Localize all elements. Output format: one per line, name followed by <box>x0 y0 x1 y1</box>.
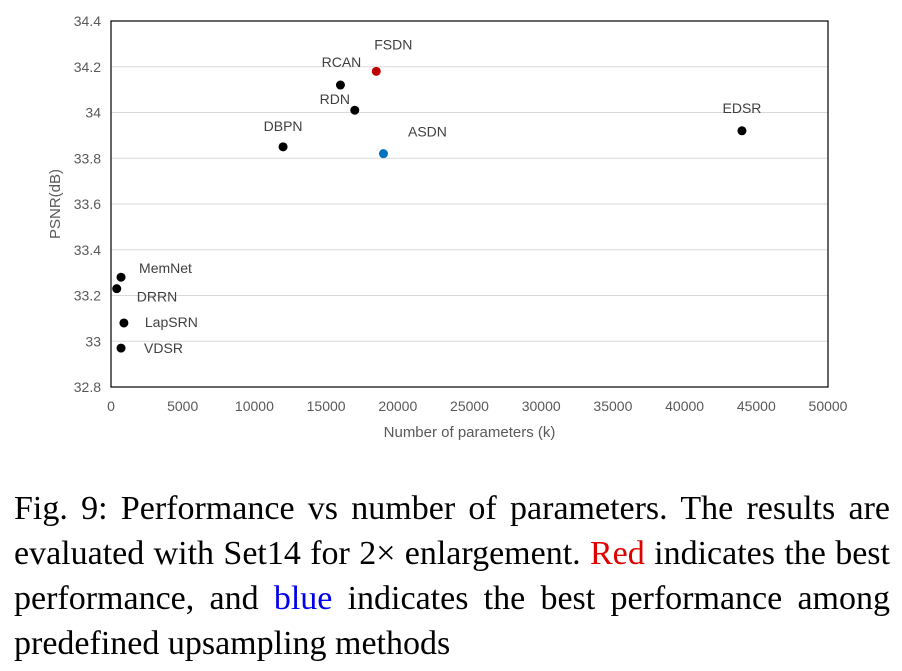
caption-part-1: Fig. 9: Performance vs number of paramet… <box>14 490 890 572</box>
y-tick-labels: 32.8 33 33.2 33.4 33.6 33.8 34 34.2 34.4 <box>74 13 101 395</box>
caption-red-word: Red <box>590 535 645 572</box>
plot-frame <box>110 20 829 388</box>
y-tick-label: 33.8 <box>74 150 101 166</box>
x-tick-label: 0 <box>107 398 115 414</box>
data-label: EDSR <box>723 100 762 116</box>
x-tick-label: 15000 <box>307 398 346 414</box>
x-tick-labels: 0 5000 10000 15000 20000 25000 30000 35000 40000… <box>107 398 848 414</box>
y-tick-label: 33.4 <box>74 242 101 258</box>
x-tick-label: 50000 <box>809 398 848 414</box>
figure-caption: Fig. 9: Performance vs number of paramet… <box>14 486 890 666</box>
x-tick-label: 35000 <box>593 398 632 414</box>
data-label: RDN <box>320 91 350 107</box>
x-tick-label: 25000 <box>450 398 489 414</box>
data-label: RCAN <box>322 54 362 70</box>
data-label: DBPN <box>264 118 303 134</box>
data-label: VDSR <box>144 340 183 356</box>
x-tick-label: 45000 <box>737 398 776 414</box>
caption-part-3: indicates the best performance among pre… <box>14 580 890 662</box>
data-point <box>278 142 288 152</box>
data-label: FSDN <box>374 36 412 52</box>
data-point <box>737 126 747 136</box>
y-tick-label: 34.2 <box>74 59 101 75</box>
data-label: DRRN <box>137 289 177 305</box>
x-tick-label: 10000 <box>235 398 274 414</box>
data-point <box>378 149 388 159</box>
point-labels: FSDN RCAN RDN DBPN ASDN EDSR MemNet DRRN LapSRN V… <box>137 36 762 356</box>
caption-part-2: indicates the best performance, and <box>14 535 890 617</box>
data-point <box>335 80 345 90</box>
x-tick-label: 5000 <box>167 398 198 414</box>
y-tick-label: 32.8 <box>74 379 101 395</box>
data-point <box>116 343 126 353</box>
y-tick-label: 34.4 <box>74 13 101 29</box>
data-point <box>119 318 129 328</box>
data-label: MemNet <box>139 260 192 276</box>
y-tick-label: 33 <box>85 333 101 349</box>
x-tick-label: 40000 <box>665 398 704 414</box>
y-axis-title: PSNR(dB) <box>47 169 64 239</box>
x-tick-label: 30000 <box>522 398 561 414</box>
y-tick-label: 33.6 <box>74 196 101 212</box>
data-label: ASDN <box>408 124 447 140</box>
data-point <box>371 66 381 76</box>
x-tick-label: 20000 <box>378 398 417 414</box>
y-tick-label: 33.2 <box>74 288 101 304</box>
data-label: LapSRN <box>145 314 198 330</box>
data-points <box>112 66 747 353</box>
y-tick-label: 34 <box>85 105 101 121</box>
data-point <box>350 105 360 115</box>
data-point <box>116 272 126 282</box>
x-axis-title: Number of parameters (k) <box>384 424 556 441</box>
data-point <box>112 284 122 294</box>
caption-blue-word: blue <box>273 580 333 617</box>
grid-lines <box>111 20 828 388</box>
scatter-chart: 32.8 33 33.2 33.4 33.6 33.8 34 34.2 34.4 0 5000 10… <box>47 13 848 441</box>
